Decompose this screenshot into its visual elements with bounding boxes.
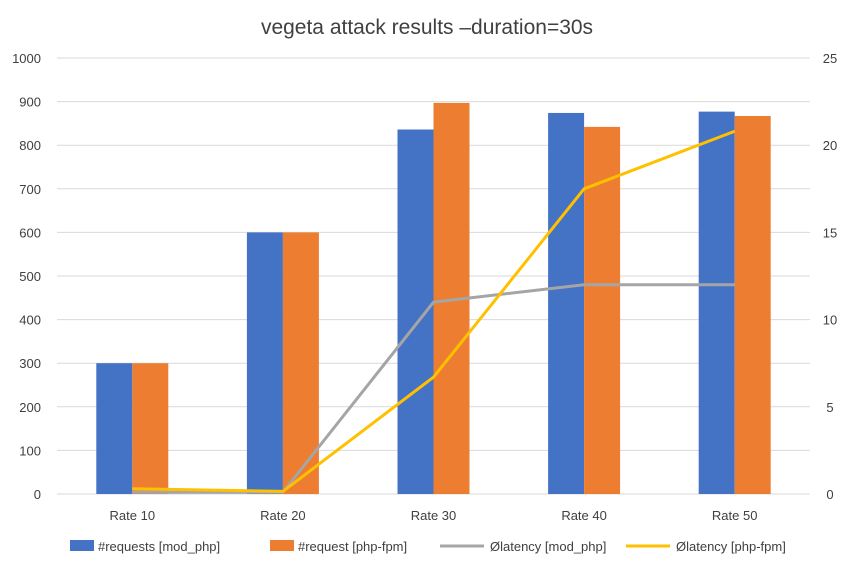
legend-label: #request [php-fpm] [298,539,407,554]
legend-swatch [70,540,94,551]
y-left-tick-label: 800 [19,138,41,153]
x-tick-label: Rate 10 [110,508,156,523]
y-left-tick-label: 0 [34,487,41,502]
x-tick-label: Rate 40 [561,508,607,523]
bar [246,232,283,494]
bar [734,115,771,494]
y-right-tick-label: 20 [823,138,837,153]
bar [96,363,133,494]
series-line [132,283,735,494]
y-left-tick-label: 300 [19,356,41,371]
bar [397,129,434,494]
y-axis-right: 0 5 10 15 20 25 [823,51,837,502]
x-axis: Rate 10 Rate 20 Rate 30 Rate 40 Rate 50 [110,508,758,523]
x-tick-label: Rate 50 [712,508,758,523]
y-axis-left: 0 100 200 300 400 500 600 700 800 900 1000 [12,51,41,502]
y-left-tick-label: 100 [19,443,41,458]
y-right-tick-label: 5 [826,400,833,415]
legend-swatch [270,540,294,551]
legend-label: Ølatency [php-fpm] [676,539,786,554]
legend-label: Ølatency [mod_php] [490,539,606,554]
y-left-tick-label: 200 [19,400,41,415]
latency-lines [132,129,736,494]
y-left-tick-label: 700 [19,182,41,197]
x-tick-label: Rate 30 [411,508,457,523]
legend: #requests [mod_php] #request [php-fpm] Øla… [70,539,786,554]
chart-title: vegeta attack results –duration=30s [261,16,593,39]
series-line [132,129,736,493]
x-tick-label: Rate 20 [260,508,306,523]
y-left-tick-label: 400 [19,313,41,328]
bars [96,102,771,495]
y-right-tick-label: 15 [823,225,837,240]
legend-label: #requests [mod_php] [98,539,220,554]
bar [132,363,169,494]
bar [548,112,585,494]
y-left-tick-label: 1000 [12,51,41,66]
y-right-tick-label: 25 [823,51,837,66]
y-left-tick-label: 900 [19,95,41,110]
y-right-tick-label: 10 [823,313,837,328]
bar [698,111,735,495]
y-left-tick-label: 600 [19,225,41,240]
bar [282,232,319,494]
y-right-tick-label: 0 [826,487,833,502]
y-left-tick-label: 500 [19,269,41,284]
